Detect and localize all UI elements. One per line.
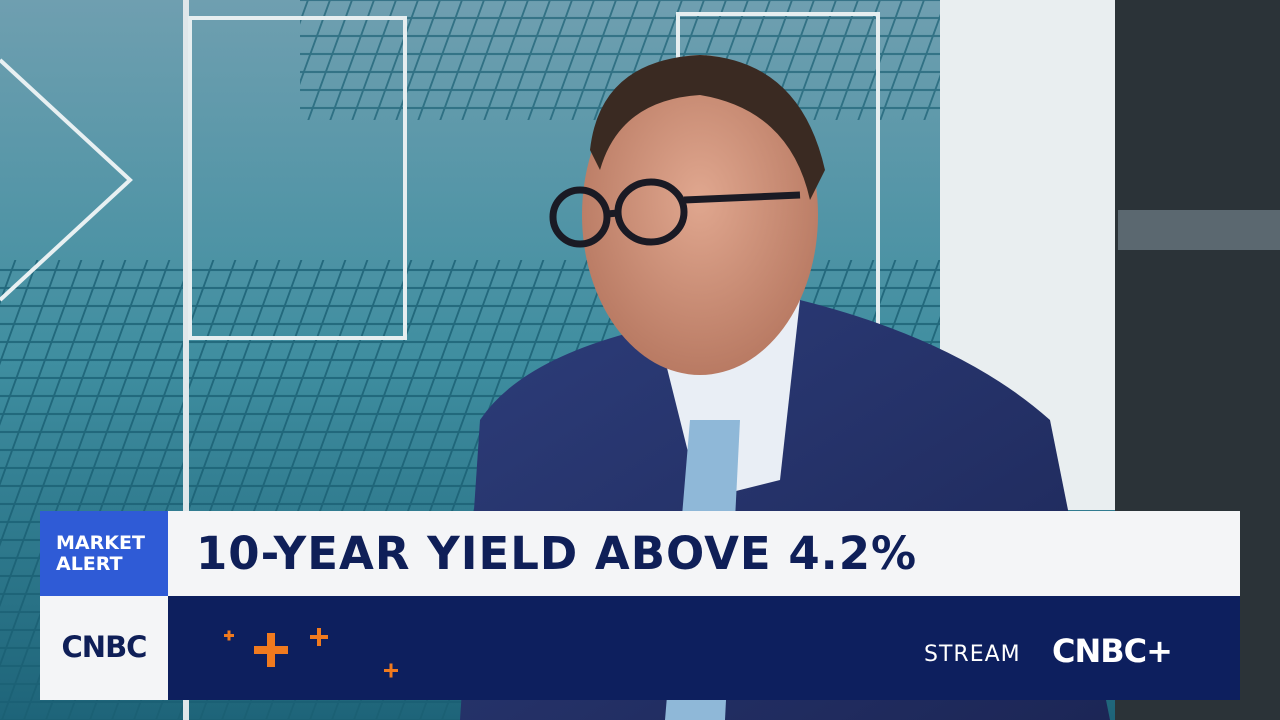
plus-icons [224,628,398,678]
logo: CNBC [61,630,148,664]
hair [590,55,825,200]
alert-box: MARKET ALERT [40,511,168,596]
promo-bar: STREAM CNBC+ [168,596,1240,700]
frame [188,16,407,340]
promo-brand: CNBC+ [1052,632,1173,670]
alert-line: MARKET [56,532,145,554]
logo-box: CNBC [40,596,168,700]
alert-label: MARKET ALERT [56,533,145,575]
head [582,55,818,375]
headline-bar: 10-YEAR YIELD ABOVE 4.2% [168,511,1240,596]
chevron [0,58,133,302]
frame-line [183,0,189,720]
glasses [549,178,801,248]
alert-line: ALERT [56,553,123,575]
promo-label: STREAM [924,642,1021,667]
wall-stripe [1118,210,1280,250]
headline: 10-YEAR YIELD ABOVE 4.2% [196,527,918,580]
